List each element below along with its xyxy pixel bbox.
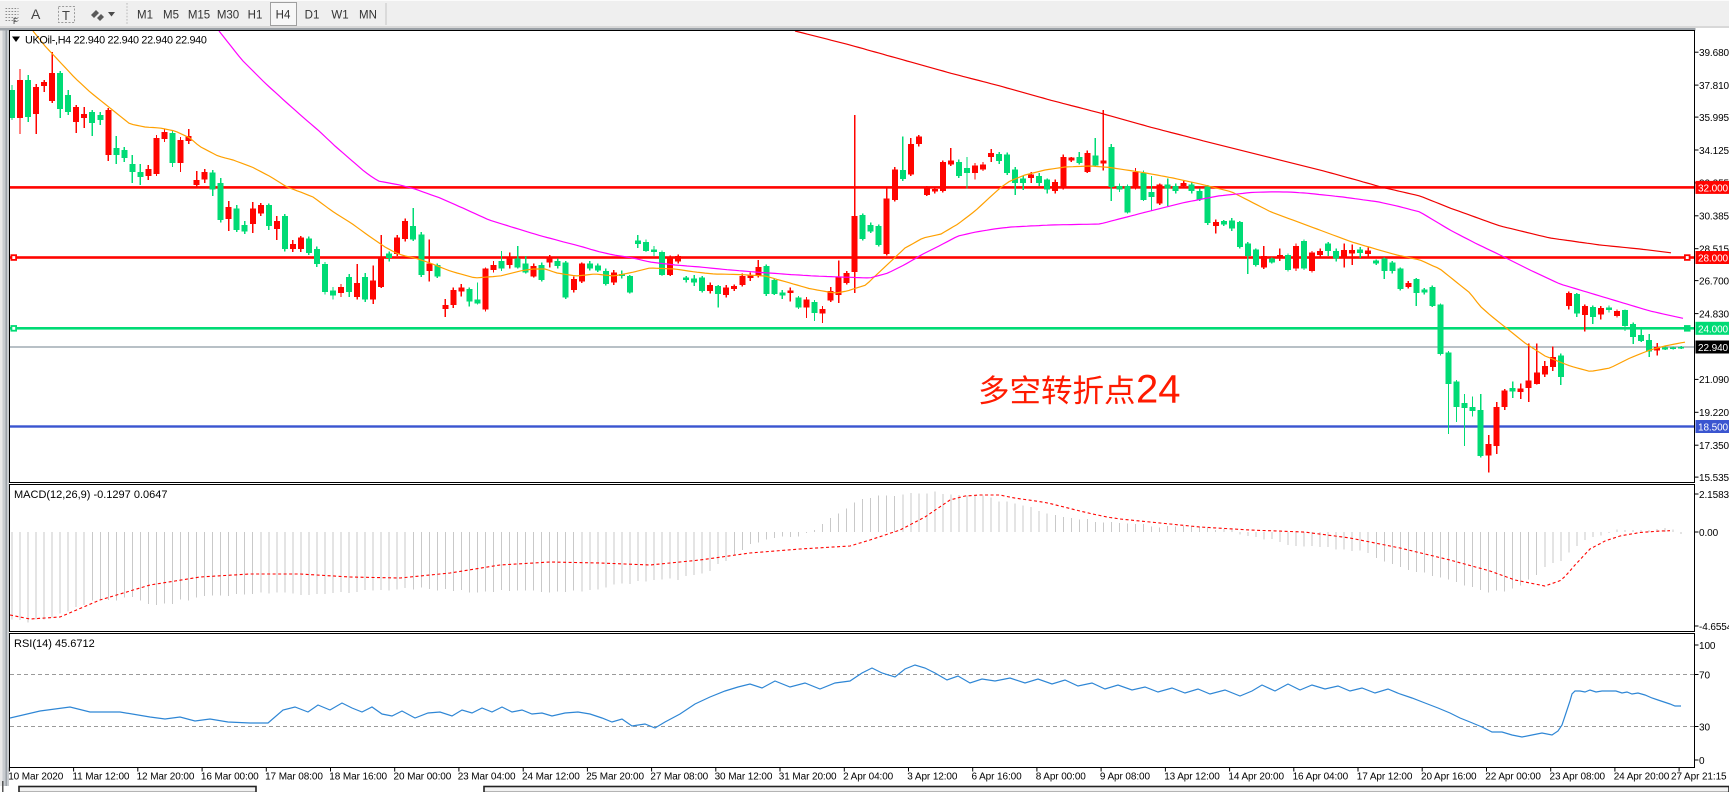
svg-text:17 Apr 12:00: 17 Apr 12:00 <box>1357 772 1413 783</box>
svg-text:30: 30 <box>1699 722 1710 733</box>
svg-text:F: F <box>13 17 18 26</box>
svg-text:24.830: 24.830 <box>1699 309 1729 320</box>
svg-text:20 Mar 00:00: 20 Mar 00:00 <box>394 772 452 783</box>
svg-text:24 Apr 20:00: 24 Apr 20:00 <box>1614 772 1670 783</box>
svg-text:35.995: 35.995 <box>1699 113 1729 124</box>
svg-text:H1: H1 <box>248 10 263 22</box>
svg-text:20 Apr 16:00: 20 Apr 16:00 <box>1421 772 1477 783</box>
svg-text:34.125: 34.125 <box>1699 146 1729 157</box>
svg-text:16 Apr 04:00: 16 Apr 04:00 <box>1293 772 1349 783</box>
svg-text:UKOil-,H4 22.940 22.940 22.94: UKOil-,H4 22.940 22.940 22.940 22.940 <box>25 35 207 47</box>
svg-text:31 Mar 20:00: 31 Mar 20:00 <box>779 772 837 783</box>
svg-text:M30: M30 <box>217 10 239 22</box>
svg-text:9 Apr 08:00: 9 Apr 08:00 <box>1100 772 1151 783</box>
svg-text:W1: W1 <box>331 10 348 22</box>
svg-text:M5: M5 <box>163 10 179 22</box>
svg-text:16 Mar 00:00: 16 Mar 00:00 <box>201 772 259 783</box>
svg-text:23 Apr 08:00: 23 Apr 08:00 <box>1550 772 1606 783</box>
svg-text:22.940: 22.940 <box>1698 343 1729 354</box>
svg-text:D1: D1 <box>305 10 320 22</box>
svg-text:24.000: 24.000 <box>1698 324 1729 335</box>
svg-text:24: 24 <box>1136 367 1181 411</box>
svg-text:11 Mar 12:00: 11 Mar 12:00 <box>72 772 130 783</box>
svg-text:13 Apr 12:00: 13 Apr 12:00 <box>1164 772 1220 783</box>
svg-text:MN: MN <box>359 10 377 22</box>
svg-text:17.350: 17.350 <box>1699 441 1729 452</box>
svg-text:21.090: 21.090 <box>1699 375 1729 386</box>
svg-text:10 Mar 2020: 10 Mar 2020 <box>8 772 64 783</box>
svg-text:12 Mar 20:00: 12 Mar 20:00 <box>137 772 195 783</box>
svg-text:39.680: 39.680 <box>1699 48 1729 59</box>
svg-text:28.515: 28.515 <box>1699 245 1729 256</box>
svg-text:T: T <box>62 8 70 23</box>
svg-text:37.810: 37.810 <box>1699 81 1729 92</box>
svg-text:70: 70 <box>1699 670 1710 681</box>
svg-text:H4: H4 <box>276 10 291 22</box>
svg-text:30.385: 30.385 <box>1699 212 1729 223</box>
svg-text:25 Mar 20:00: 25 Mar 20:00 <box>586 772 644 783</box>
svg-text:30 Mar 12:00: 30 Mar 12:00 <box>715 772 773 783</box>
svg-text:MACD(12,26,9) -0.1297 0.0647: MACD(12,26,9) -0.1297 0.0647 <box>14 489 167 501</box>
svg-text:2.1583: 2.1583 <box>1699 490 1729 501</box>
svg-text:22 Apr 00:00: 22 Apr 00:00 <box>1485 772 1541 783</box>
svg-text:27 Mar 08:00: 27 Mar 08:00 <box>650 772 708 783</box>
svg-text:0.00: 0.00 <box>1699 528 1719 539</box>
svg-text:RSI(14) 45.6712: RSI(14) 45.6712 <box>14 638 95 650</box>
svg-text:19.220: 19.220 <box>1699 408 1729 419</box>
svg-text:24 Mar 12:00: 24 Mar 12:00 <box>522 772 580 783</box>
svg-text:A: A <box>31 6 41 22</box>
svg-text:17 Mar 08:00: 17 Mar 08:00 <box>265 772 323 783</box>
svg-text:18 Mar 16:00: 18 Mar 16:00 <box>329 772 387 783</box>
svg-text:23 Mar 04:00: 23 Mar 04:00 <box>458 772 516 783</box>
svg-text:M15: M15 <box>188 10 210 22</box>
svg-text:32.000: 32.000 <box>1698 183 1729 194</box>
svg-text:15.535: 15.535 <box>1699 473 1729 484</box>
svg-text:0: 0 <box>1699 756 1705 767</box>
svg-text:8 Apr 00:00: 8 Apr 00:00 <box>1036 772 1087 783</box>
svg-text:100: 100 <box>1699 641 1716 652</box>
svg-text:6 Apr 16:00: 6 Apr 16:00 <box>972 772 1023 783</box>
svg-text:3 Apr 12:00: 3 Apr 12:00 <box>907 772 958 783</box>
svg-text:18.500: 18.500 <box>1698 423 1729 434</box>
svg-text:26.700: 26.700 <box>1699 276 1729 287</box>
svg-text:2 Apr 04:00: 2 Apr 04:00 <box>843 772 894 783</box>
svg-text:M1: M1 <box>137 10 153 22</box>
svg-text:14 Apr 20:00: 14 Apr 20:00 <box>1228 772 1284 783</box>
svg-text:27 Apr 21:15: 27 Apr 21:15 <box>1671 772 1727 783</box>
svg-text:-4.6554: -4.6554 <box>1699 622 1729 633</box>
svg-text:28.000: 28.000 <box>1698 254 1729 265</box>
